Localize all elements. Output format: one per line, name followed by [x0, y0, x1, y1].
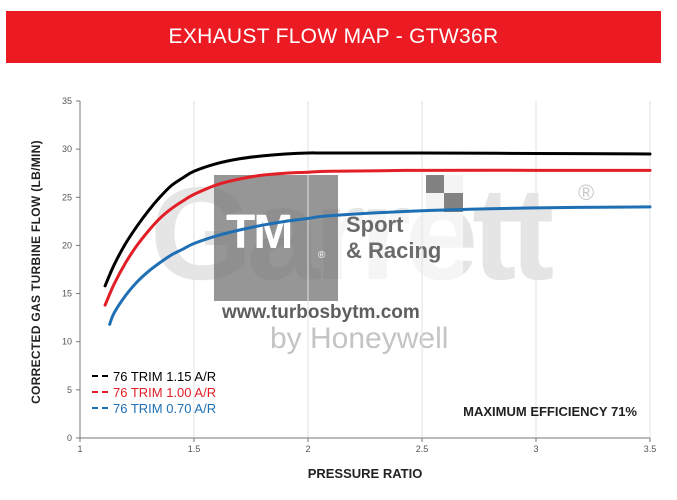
y-axis-label: CORRECTED GAS TURBINE FLOW (LB/MIN) — [29, 140, 43, 404]
legend-label: 76 TRIM 1.00 A/R — [113, 385, 217, 400]
series-line-1 — [103, 151, 652, 288]
sport-racing-text: Sport & Racing — [346, 212, 441, 264]
y-tick-label: 30 — [62, 144, 72, 154]
racing-line: & Racing — [346, 238, 442, 263]
legend-label: 76 TRIM 0.70 A/R — [113, 401, 217, 416]
legend-swatch — [92, 407, 108, 409]
series-line-3 — [108, 205, 652, 326]
series-lines — [103, 151, 652, 326]
y-tick-label: 5 — [67, 385, 72, 395]
x-axis-label: PRESSURE RATIO — [307, 466, 423, 481]
tm-logo-box — [214, 175, 338, 301]
tm-logo-text: TM — [226, 206, 293, 259]
y-tick-label: 25 — [62, 192, 72, 202]
chart-title-banner: EXHAUST FLOW MAP - GTW36R — [6, 11, 661, 63]
sport-line: Sport — [346, 212, 404, 237]
legend: 76 TRIM 1.15 A/R 76 TRIM 1.00 A/R 76 TRI… — [92, 369, 216, 417]
y-tick-label: 0 — [67, 433, 72, 443]
legend-item-2: 76 TRIM 1.00 A/R — [92, 385, 216, 401]
legend-label: 76 TRIM 1.15 A/R — [113, 369, 217, 384]
x-tick-label: 2.5 — [416, 444, 429, 454]
legend-item-1: 76 TRIM 1.15 A/R — [92, 369, 216, 385]
website-url-watermark: www.turbosbytm.com — [220, 302, 422, 324]
axes — [76, 100, 651, 442]
tm-logo-registered: ® — [318, 250, 326, 261]
series-line-2 — [103, 168, 652, 307]
sport-racing-box — [338, 212, 463, 300]
chart-title: EXHAUST FLOW MAP - GTW36R — [168, 25, 499, 48]
y-tick-label: 15 — [62, 289, 72, 299]
x-tick-label: 1 — [77, 444, 82, 454]
honeywell-watermark: by Honeywell — [270, 322, 449, 355]
y-tick-labels: 0 5 10 15 20 25 30 35 — [62, 96, 72, 443]
registered-mark: ® — [578, 180, 595, 205]
x-tick-label: 3.5 — [644, 444, 657, 454]
checkered-flag-icon — [426, 175, 463, 212]
legend-swatch — [92, 391, 108, 393]
y-tick-label: 10 — [62, 337, 72, 347]
legend-item-3: 76 TRIM 0.70 A/R — [92, 401, 216, 417]
x-tick-label: 2 — [305, 444, 310, 454]
x-tick-label: 3 — [533, 444, 538, 454]
y-tick-label: 20 — [62, 240, 72, 250]
x-tick-label: 1.5 — [188, 444, 201, 454]
y-tick-label: 35 — [62, 96, 72, 106]
max-efficiency-note: MAXIMUM EFFICIENCY 71% — [463, 404, 637, 419]
x-tick-labels: 1 1.5 2 2.5 3 3.5 — [77, 444, 656, 454]
legend-swatch — [92, 375, 108, 377]
